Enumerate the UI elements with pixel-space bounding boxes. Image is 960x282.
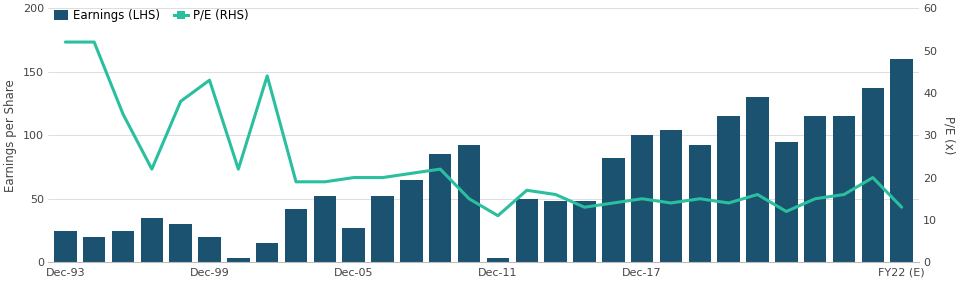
Bar — [228, 259, 250, 262]
Bar — [54, 230, 77, 262]
Bar — [688, 146, 711, 262]
Bar — [372, 196, 394, 262]
Bar — [111, 230, 134, 262]
Bar — [314, 196, 336, 262]
Bar — [861, 88, 884, 262]
Legend: Earnings (LHS), P/E (RHS): Earnings (LHS), P/E (RHS) — [54, 9, 249, 22]
Bar — [400, 180, 422, 262]
Bar — [169, 224, 192, 262]
Bar — [602, 158, 625, 262]
Bar — [544, 201, 566, 262]
Bar — [573, 201, 596, 262]
Bar — [775, 142, 798, 262]
Bar — [717, 116, 740, 262]
Bar — [285, 209, 307, 262]
Bar — [458, 146, 480, 262]
Bar — [140, 218, 163, 262]
Bar — [516, 199, 538, 262]
Bar — [746, 97, 769, 262]
Bar — [487, 259, 509, 262]
Bar — [891, 59, 913, 262]
Bar — [199, 237, 221, 262]
Bar — [83, 237, 106, 262]
Bar — [429, 154, 451, 262]
Bar — [832, 116, 855, 262]
Y-axis label: Earnings per Share: Earnings per Share — [4, 79, 17, 191]
Bar — [631, 135, 654, 262]
Bar — [343, 228, 365, 262]
Bar — [804, 116, 827, 262]
Bar — [660, 130, 683, 262]
Bar — [256, 243, 278, 262]
Y-axis label: P/E (x): P/E (x) — [943, 116, 956, 155]
